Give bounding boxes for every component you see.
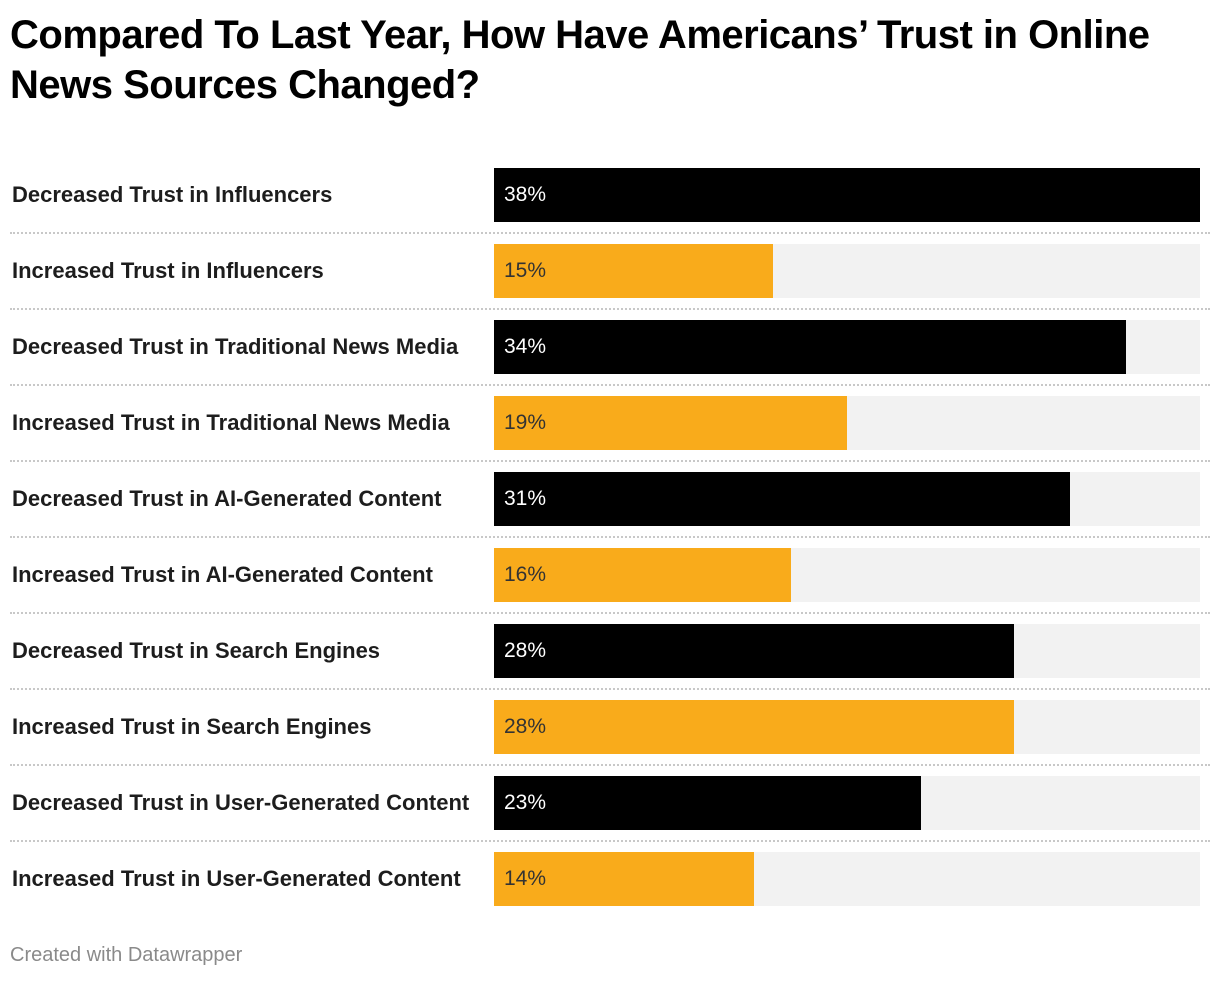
bar-decreased xyxy=(494,472,1070,526)
bar-value-label: 34% xyxy=(504,335,547,358)
category-label: Decreased Trust in AI-Generated Content xyxy=(12,486,442,511)
bar-value-label: 28% xyxy=(504,639,547,662)
bar-increased xyxy=(494,700,1014,754)
row-separator xyxy=(10,308,1210,310)
bar-value-label: 38% xyxy=(504,183,547,206)
bar-increased xyxy=(494,244,773,298)
bar-value-label: 15% xyxy=(504,259,547,282)
category-label: Decreased Trust in User-Generated Conten… xyxy=(12,790,470,815)
bar-decreased xyxy=(494,168,1200,222)
category-label: Decreased Trust in Traditional News Medi… xyxy=(12,334,459,359)
bar-value-label: 28% xyxy=(504,715,547,738)
bar-value-label: 14% xyxy=(504,867,547,890)
category-label: Increased Trust in User-Generated Conten… xyxy=(12,866,461,891)
bar-value-label: 23% xyxy=(504,791,547,814)
row-separator xyxy=(10,688,1210,690)
row-separator xyxy=(10,460,1210,462)
bar-value-label: 19% xyxy=(504,411,547,434)
bar-value-label: 16% xyxy=(504,563,547,586)
row-separator xyxy=(10,764,1210,766)
bar-decreased xyxy=(494,624,1014,678)
bar-decreased xyxy=(494,320,1126,374)
category-label: Increased Trust in AI-Generated Content xyxy=(12,562,433,587)
row-separator xyxy=(10,232,1210,234)
bar-increased xyxy=(494,548,791,602)
row-separator xyxy=(10,384,1210,386)
category-label: Increased Trust in Search Engines xyxy=(12,714,372,739)
row-separator xyxy=(10,840,1210,842)
category-label: Increased Trust in Influencers xyxy=(12,258,324,283)
row-separator xyxy=(10,536,1210,538)
category-label: Decreased Trust in Search Engines xyxy=(12,638,381,663)
footer-credit: Created with Datawrapper xyxy=(10,944,243,966)
bar-decreased xyxy=(494,776,921,830)
bar-increased xyxy=(494,852,754,906)
bar-value-label: 31% xyxy=(504,487,547,510)
row-separator xyxy=(10,612,1210,614)
bar-increased xyxy=(494,396,847,450)
category-label: Increased Trust in Traditional News Medi… xyxy=(12,410,450,435)
category-label: Decreased Trust in Influencers xyxy=(12,182,333,207)
chart-title: Compared To Last Year, How Have American… xyxy=(10,13,1150,107)
